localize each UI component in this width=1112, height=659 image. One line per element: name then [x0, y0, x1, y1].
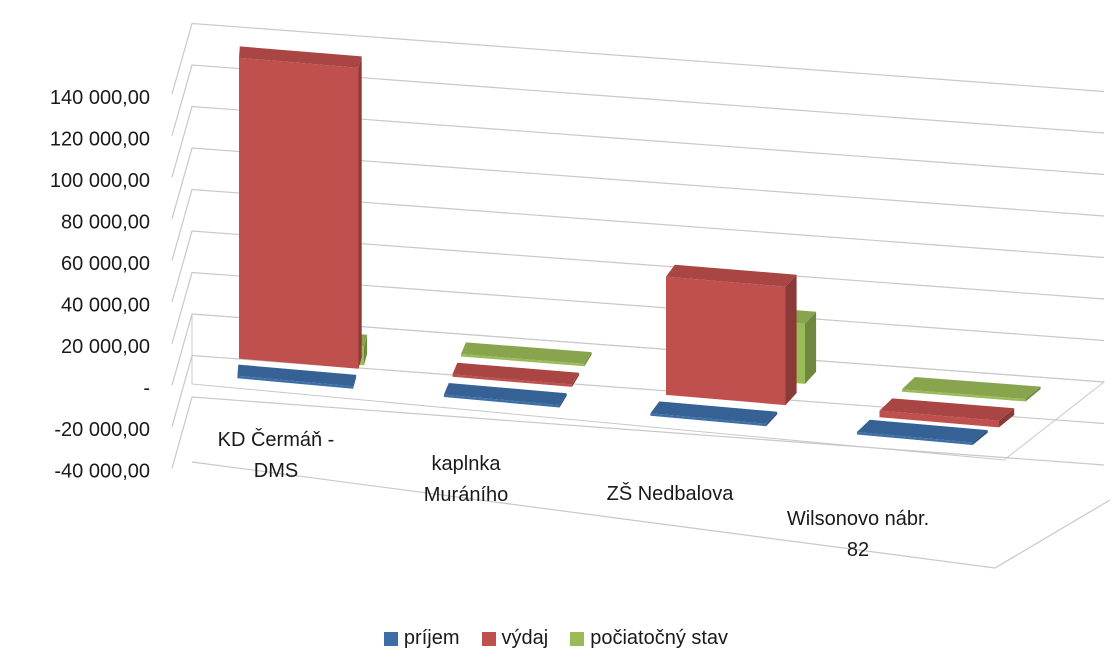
- bar-top: [902, 377, 1041, 399]
- category-label: ZŠ Nedbalova: [607, 482, 735, 505]
- bar-top: [461, 342, 592, 364]
- bar-top: [666, 264, 797, 287]
- legend-swatch-vydaj: [481, 631, 496, 646]
- y-tick-label: 140 000,00: [50, 87, 150, 109]
- bottom-frame: [191, 461, 1111, 569]
- gridline: [171, 64, 1105, 136]
- bar-front: [650, 413, 767, 427]
- gridline: [171, 147, 1105, 219]
- bar-front: [452, 374, 572, 387]
- bar-side: [999, 408, 1015, 428]
- bar-front: [239, 57, 359, 369]
- floor-outline: [191, 313, 1106, 461]
- bar-side: [584, 352, 592, 367]
- y-tick-label: 60 000,00: [61, 253, 150, 275]
- y-tick-label: 20 000,00: [61, 336, 150, 358]
- y-tick-label: 80 000,00: [61, 212, 150, 234]
- bar-top: [239, 46, 362, 68]
- legend-label-prijem: príjem: [403, 627, 460, 649]
- category-label: kaplnka: [432, 453, 502, 475]
- gridline: [171, 188, 1105, 261]
- bar-side: [972, 430, 988, 445]
- legend-item-pociatocny-stav: počiatočný stav: [570, 627, 728, 650]
- legend-item-vydaj: výdaj: [481, 627, 549, 650]
- y-tick-label: -20 000,00: [54, 419, 150, 441]
- gridline: [171, 230, 1105, 303]
- bar-front: [237, 375, 354, 389]
- bar-side: [364, 334, 368, 366]
- bar-top: [856, 419, 988, 443]
- bar-side: [572, 372, 580, 387]
- category-label: Wilsonovo nábr.: [787, 508, 929, 530]
- y-tick-label: 120 000,00: [50, 129, 150, 151]
- category-label: 82: [847, 539, 869, 561]
- category-label: DMS: [254, 460, 298, 482]
- bar-side: [1025, 386, 1041, 402]
- bar-front: [879, 410, 999, 428]
- legend-label-vydaj: výdaj: [501, 627, 549, 649]
- bar-top: [650, 401, 778, 424]
- category-label: Muráního: [424, 484, 509, 506]
- bar-front: [461, 354, 585, 367]
- bar-top: [237, 364, 357, 387]
- gridline: [171, 105, 1105, 178]
- legend-swatch-prijem: [383, 631, 398, 646]
- gridline: [171, 396, 1105, 469]
- bar-top: [452, 362, 580, 385]
- gridline: [171, 22, 1105, 95]
- bar-front: [856, 432, 973, 445]
- bar-side: [559, 393, 567, 408]
- category-label: KD Čermáň -: [218, 428, 335, 451]
- y-tick-label: -40 000,00: [54, 461, 150, 483]
- bar-front: [443, 394, 560, 408]
- y-tick-label: -: [143, 378, 150, 400]
- bar-side: [766, 411, 778, 427]
- bar-side: [805, 311, 817, 384]
- bar-side: [785, 274, 797, 406]
- bar-top: [443, 383, 567, 405]
- bar-top: [879, 398, 1015, 421]
- bar-side: [358, 56, 362, 369]
- legend: príjem výdaj počiatočný stav: [0, 627, 1112, 650]
- bar-front: [666, 276, 786, 406]
- bar-front: [902, 389, 1026, 402]
- y-tick-label: 40 000,00: [61, 295, 150, 317]
- y-tick-label: 100 000,00: [50, 170, 150, 192]
- legend-label-pociatocny-stav: počiatočný stav: [590, 627, 729, 649]
- legend-swatch-pociatocny-stav: [570, 631, 585, 646]
- legend-item-prijem: príjem: [383, 627, 460, 650]
- bar-side: [353, 374, 357, 389]
